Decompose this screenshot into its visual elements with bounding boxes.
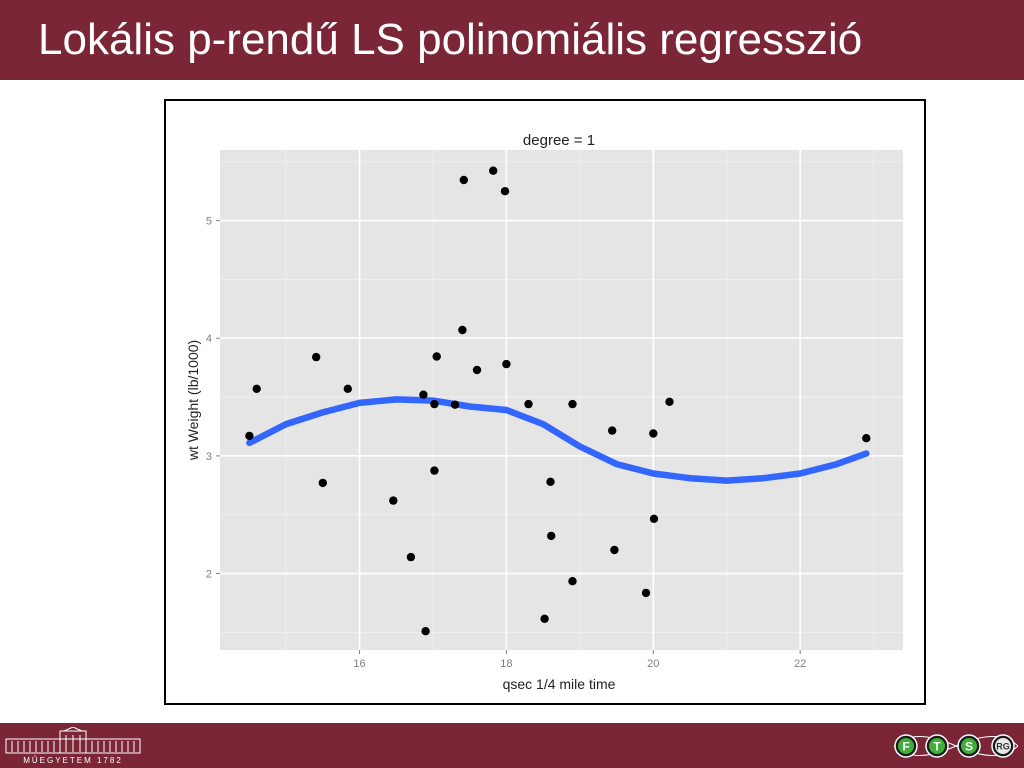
loess-curve-layer xyxy=(246,396,870,484)
svg-text:F: F xyxy=(902,740,909,754)
data-point xyxy=(500,187,510,196)
data-point xyxy=(430,466,439,475)
y-tick-label: 4 xyxy=(206,333,212,345)
plot-panel xyxy=(220,150,903,650)
data-point xyxy=(665,397,674,406)
data-point xyxy=(649,429,658,438)
svg-text:S: S xyxy=(965,740,973,754)
svg-text:T: T xyxy=(933,740,941,754)
slide-title: Lokális p-rendű LS polinomiális regressz… xyxy=(38,15,863,64)
data-point xyxy=(421,627,430,636)
data-point xyxy=(610,545,619,555)
logo-rg-icon: RG xyxy=(991,734,1015,758)
data-point xyxy=(547,531,556,541)
logo-f-icon: F xyxy=(894,734,918,758)
data-point xyxy=(252,384,261,393)
data-point xyxy=(489,166,498,175)
chart-title: degree = 1 xyxy=(523,132,595,149)
y-axis-label: wt Weight (lb/1000) xyxy=(185,340,201,461)
logo-caption: MŰEGYETEM 1782 xyxy=(23,756,123,765)
data-point xyxy=(459,175,468,185)
x-tick-label: 16 xyxy=(353,658,365,670)
data-point xyxy=(406,552,416,562)
x-tick-label: 20 xyxy=(647,658,659,670)
data-point xyxy=(472,365,482,375)
data-point xyxy=(430,399,439,409)
slide-header: Lokális p-rendű LS polinomiális regressz… xyxy=(0,0,1024,80)
points-layer xyxy=(245,166,871,636)
chart-frame: degree = 1 16 18 20 22 2 3 4 5 qsec 1/4 mile ti… xyxy=(164,99,926,705)
logo-s-icon: S xyxy=(957,734,981,758)
y-tick-label: 3 xyxy=(206,451,212,463)
data-point xyxy=(641,588,651,598)
x-axis-label: qsec 1/4 mile time xyxy=(503,676,616,692)
department-logos: F T S RG xyxy=(894,734,1018,758)
data-point xyxy=(245,431,254,441)
data-point xyxy=(568,577,577,586)
data-point xyxy=(649,514,659,523)
x-tick-label: 22 xyxy=(794,658,806,670)
logo-t-icon: T xyxy=(925,734,949,758)
data-point xyxy=(458,325,467,335)
data-point xyxy=(343,384,352,393)
data-point xyxy=(862,434,871,443)
data-point xyxy=(608,426,617,435)
slide-footer: MŰEGYETEM 1782 F T S RG xyxy=(0,723,1024,768)
data-point xyxy=(546,477,555,486)
loess-curve xyxy=(246,396,870,484)
data-point xyxy=(524,399,533,409)
x-tick-label: 18 xyxy=(500,658,512,670)
svg-text:RG: RG xyxy=(996,742,1010,752)
y-tick-label: 2 xyxy=(206,569,212,581)
data-point xyxy=(318,478,327,488)
data-point xyxy=(502,359,511,369)
data-point xyxy=(419,390,428,399)
data-point xyxy=(312,352,321,362)
data-point xyxy=(389,496,398,505)
y-tick-label: 5 xyxy=(206,216,212,228)
data-point xyxy=(450,400,460,409)
data-point xyxy=(568,399,577,409)
university-logo: MŰEGYETEM 1782 xyxy=(5,727,141,765)
data-point xyxy=(540,614,549,623)
data-point xyxy=(432,352,441,361)
